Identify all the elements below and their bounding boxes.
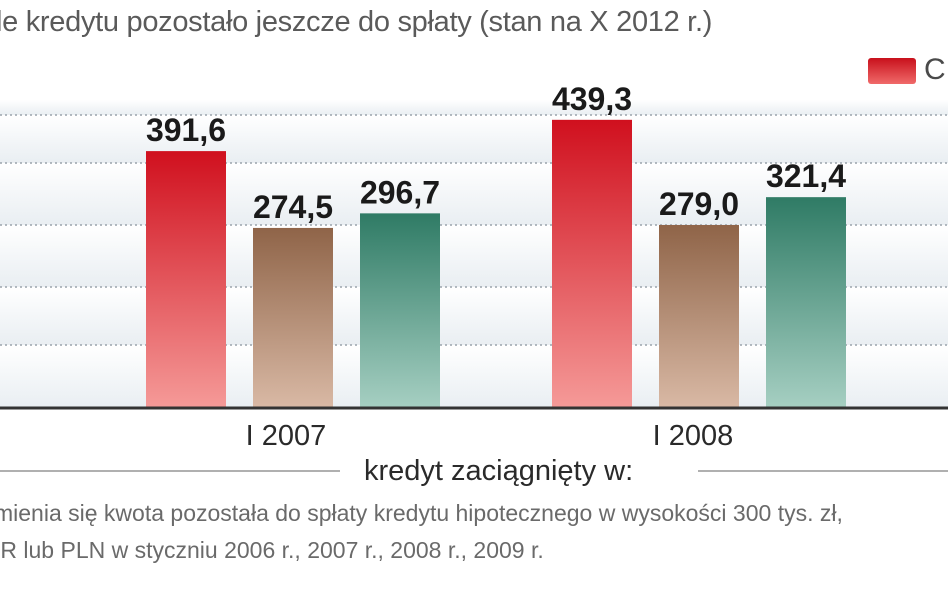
footnote-line-2: IR lub PLN w styczniu 2006 r., 2007 r., … (0, 537, 544, 563)
bar-1-0 (146, 151, 226, 408)
legend-swatch-red (868, 58, 916, 84)
x-axis-label: kredyt zaciągnięty w: (364, 455, 634, 487)
value-label-1-2: 296,7 (360, 174, 440, 210)
bar-1-2 (360, 213, 440, 408)
grid-band (0, 100, 948, 115)
bar-2-2 (766, 197, 846, 408)
legend-label: CH (924, 53, 948, 86)
grid-band (0, 115, 948, 163)
value-label-2-2: 321,4 (766, 158, 846, 194)
bar-2-1 (659, 224, 739, 408)
value-label-2-0: 439,3 (552, 81, 632, 117)
x-tick-label-2007: I 2007 (246, 420, 327, 450)
bar-1-1 (253, 227, 333, 408)
footnote-line-1: mienia się kwota pozostała do spłaty kre… (0, 500, 843, 526)
value-label-1-0: 391,6 (146, 112, 226, 148)
value-label-2-1: 279,0 (659, 186, 739, 222)
xlabel-rule-left (0, 470, 340, 472)
x-tick-label-2008: I 2008 (653, 420, 734, 450)
bar-2-0 (552, 119, 632, 408)
chart-title: le kredytu pozostało jeszcze do spłaty (… (0, 6, 713, 38)
xlabel-rule-right (698, 470, 948, 472)
value-label-1-1: 274,5 (253, 189, 333, 225)
